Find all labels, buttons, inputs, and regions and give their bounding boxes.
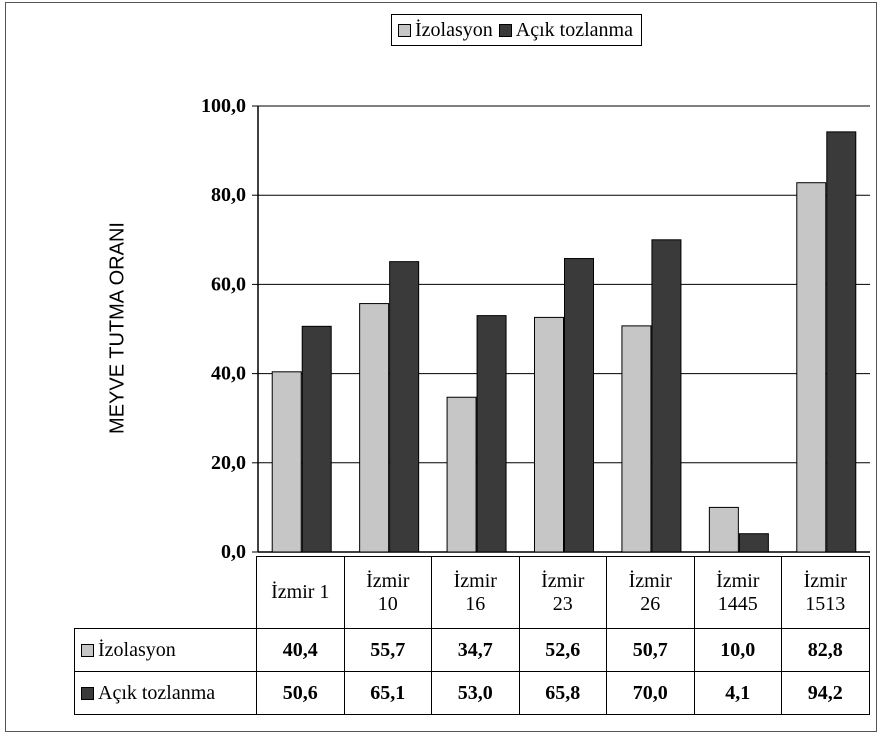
table-value-cell: 10,0 xyxy=(693,628,782,672)
table-value-cell: 94,2 xyxy=(781,671,870,715)
table-category-text: 1513 xyxy=(805,592,846,615)
table-value-cell: 53,0 xyxy=(431,671,520,715)
table-value-cell: 4,1 xyxy=(693,671,782,715)
table-corner xyxy=(75,557,257,629)
bar-acik-tozlanma xyxy=(564,258,594,553)
table-category-cell: İzmir 23 xyxy=(518,556,607,629)
table-category-cell: İzmir 16 xyxy=(431,556,520,629)
legend-item-acik-tozlanma: Açık tozlanma xyxy=(498,18,633,42)
legend-swatch-izolasyon xyxy=(398,23,411,37)
table-value-cell: 52,6 xyxy=(518,628,607,672)
table-category-cell: İzmir 10 xyxy=(343,556,432,629)
table-header-row: İzmir 1 İzmir 10 İzmir 16 İzmir 23 İzmir 26 İzmir… xyxy=(75,556,870,629)
chart-frame xyxy=(5,2,877,732)
table-category-text: 1445 xyxy=(717,592,758,615)
table-row-acik-tozlanma: Açık tozlanma 50,6 65,1 53,0 65,8 70,0 4,1 94,… xyxy=(74,671,870,715)
legend-label-izolasyon: İzolasyon xyxy=(415,18,493,41)
table-category-text: 10 xyxy=(377,592,398,615)
table-value-cell: 50,6 xyxy=(256,671,345,715)
table-category-cell: İzmir 1445 xyxy=(693,556,782,629)
table-value-cell: 55,7 xyxy=(343,628,432,672)
legend-swatch-acik-tozlanma xyxy=(498,23,512,37)
table-value-cell: 50,7 xyxy=(606,628,695,672)
y-tick-label: 0,0 xyxy=(221,541,246,563)
table-category-cell: İzmir 1513 xyxy=(781,556,870,629)
bar-izolasyon xyxy=(446,396,477,553)
y-tick-label: 100,0 xyxy=(201,95,246,117)
bar-acik-tozlanma xyxy=(301,325,332,553)
table-category-text: İzmir xyxy=(803,569,847,592)
bar-acik-tozlanma xyxy=(389,261,420,553)
y-tick-label: 80,0 xyxy=(211,184,246,206)
table-value-cell: 40,4 xyxy=(256,628,345,672)
bar-acik-tozlanma xyxy=(738,533,769,553)
bar-acik-tozlanma xyxy=(826,131,857,553)
bar-izolasyon xyxy=(534,316,564,553)
table-value-cell: 82,8 xyxy=(781,628,870,672)
table-series-label-izolasyon: İzolasyon xyxy=(98,638,176,661)
bar-acik-tozlanma xyxy=(476,315,507,553)
legend-item-izolasyon: İzolasyon xyxy=(398,19,493,42)
table-category-text: İzmir xyxy=(628,569,672,592)
table-category-text: 26 xyxy=(640,592,661,615)
table-category-cell: İzmir 1 xyxy=(256,556,345,629)
data-table: İzmir 1 İzmir 10 İzmir 16 İzmir 23 İzmir 26 İzmir… xyxy=(74,556,870,715)
bar-izolasyon xyxy=(796,182,827,553)
bar-izolasyon xyxy=(271,371,302,553)
bar-izolasyon xyxy=(708,506,739,553)
table-value-cell: 65,8 xyxy=(518,671,607,715)
table-category-text: İzmir xyxy=(541,569,585,592)
bar-acik-tozlanma xyxy=(651,239,682,553)
table-value-cell: 65,1 xyxy=(343,671,432,715)
table-category-text: İzmir 1 xyxy=(271,581,330,603)
table-series-label-acik-tozlanma: Açık tozlanma xyxy=(98,681,216,704)
table-value-cell: 70,0 xyxy=(606,671,695,715)
y-tick-label: 20,0 xyxy=(211,452,246,474)
table-category-text: İzmir xyxy=(716,569,760,592)
table-category-text: 23 xyxy=(552,592,573,615)
table-series-izolasyon: İzolasyon xyxy=(74,628,257,672)
legend-label-acik-tozlanma: Açık tozlanma xyxy=(515,18,633,41)
bar-izolasyon xyxy=(359,303,390,553)
y-tick-label: 60,0 xyxy=(211,273,246,295)
table-category-text: 16 xyxy=(465,592,486,615)
table-swatch-acik-tozlanma xyxy=(81,686,94,700)
table-series-acik-tozlanma: Açık tozlanma xyxy=(74,671,257,715)
bar-izolasyon xyxy=(621,325,652,553)
table-category-cell: İzmir 26 xyxy=(606,556,695,629)
y-tick-label: 40,0 xyxy=(211,363,246,385)
table-row-izolasyon: İzolasyon 40,4 55,7 34,7 52,6 50,7 10,0 82,8 xyxy=(74,628,870,672)
table-category-text: İzmir xyxy=(453,569,497,592)
chart-legend: İzolasyon Açık tozlanma xyxy=(391,14,642,46)
table-swatch-izolasyon xyxy=(81,643,94,657)
table-category-text: İzmir xyxy=(366,569,410,592)
table-value-cell: 34,7 xyxy=(431,628,520,672)
